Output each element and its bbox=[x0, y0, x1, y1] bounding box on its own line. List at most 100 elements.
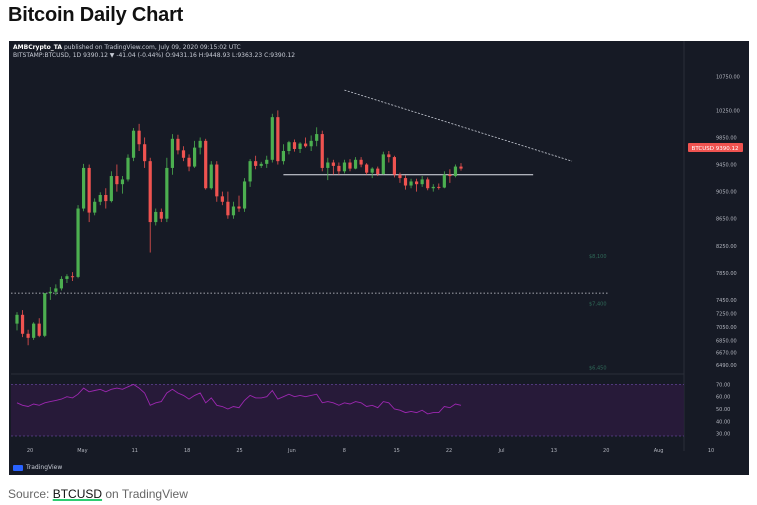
candle-body bbox=[309, 140, 313, 147]
candle-body bbox=[170, 138, 174, 168]
candle-body bbox=[376, 168, 380, 175]
candle-body bbox=[398, 174, 402, 179]
x-tick-label: 22 bbox=[446, 448, 452, 454]
candle-body bbox=[431, 186, 435, 189]
price-level-label: $8,100 bbox=[589, 254, 607, 260]
candle-body bbox=[65, 276, 69, 279]
x-tick-label: 10 bbox=[708, 448, 714, 454]
source-prefix: Source: bbox=[8, 487, 53, 501]
time-axis: 20 May 11 18 25 Jun 8 15 22 Jul 13 20 Aug 10 bbox=[27, 448, 714, 454]
publish-info: published on TradingView.com, July 09, 2… bbox=[62, 44, 241, 51]
source-link[interactable]: BTCUSD bbox=[52, 487, 103, 501]
rsi-tick-label: 40.00 bbox=[716, 419, 730, 425]
candle-body bbox=[254, 161, 258, 166]
candle-body bbox=[15, 314, 19, 324]
candle-body bbox=[226, 201, 230, 216]
candle-body bbox=[32, 323, 36, 338]
candle-body bbox=[165, 167, 169, 219]
tradingview-watermark[interactable]: TradingView bbox=[13, 464, 62, 471]
x-tick-label: Jun bbox=[287, 448, 296, 454]
candle-body bbox=[98, 195, 102, 202]
price-level-label: $7,400 bbox=[589, 301, 607, 307]
candle-body bbox=[82, 167, 86, 209]
tradingview-logo-icon bbox=[13, 464, 23, 471]
chart-author-line: AMBCrypto_TA published on TradingView.co… bbox=[13, 44, 241, 51]
candle-body bbox=[331, 162, 335, 166]
price-chart-svg[interactable]: $8,100 $7,400 $6,450 10750.00 10250.00 9850.… bbox=[9, 41, 749, 475]
candle-body bbox=[337, 165, 341, 172]
y-tick-label: 7850.00 bbox=[716, 271, 737, 277]
x-tick-label: 15 bbox=[394, 448, 400, 454]
candle-body bbox=[265, 159, 269, 164]
candle-body bbox=[176, 138, 180, 151]
candle-body bbox=[304, 143, 308, 147]
y-tick-label: 7050.00 bbox=[716, 325, 737, 331]
candle-body bbox=[115, 176, 119, 185]
x-tick-label: Jul bbox=[497, 448, 504, 454]
candle-body bbox=[59, 278, 63, 289]
candle-body bbox=[420, 179, 424, 185]
candle-body bbox=[320, 134, 324, 168]
candle-body bbox=[381, 154, 385, 175]
source-line: Source: BTCUSD on TradingView bbox=[8, 487, 188, 501]
candle-body bbox=[237, 206, 241, 209]
candle-body bbox=[215, 164, 219, 197]
y-tick-label: 10250.00 bbox=[716, 108, 740, 114]
price-tag-text: BTCUSD 9390.12 bbox=[692, 146, 739, 152]
x-tick-label: 13 bbox=[551, 448, 557, 454]
candle-body bbox=[143, 144, 147, 162]
y-tick-label: 8250.00 bbox=[716, 244, 737, 250]
candle-body bbox=[109, 176, 113, 202]
candle-body bbox=[342, 162, 347, 172]
candle-body bbox=[287, 142, 291, 151]
x-tick-label: 8 bbox=[343, 448, 346, 454]
candle-body bbox=[270, 117, 274, 160]
rsi-tick-label: 70.00 bbox=[716, 382, 730, 388]
source-suffix: on TradingView bbox=[102, 487, 188, 501]
candle-body bbox=[43, 293, 47, 336]
rsi-tick-label: 60.00 bbox=[716, 395, 730, 401]
candle-body bbox=[181, 150, 186, 158]
rsi-line bbox=[16, 383, 462, 415]
candle-body bbox=[159, 211, 163, 219]
watermark-text: TradingView bbox=[26, 464, 63, 471]
candle-body bbox=[126, 157, 130, 180]
candle-body bbox=[198, 140, 202, 148]
y-tick-label: 6670.00 bbox=[716, 351, 737, 357]
candle-body bbox=[131, 130, 136, 158]
candle-body bbox=[259, 163, 263, 166]
y-tick-label: 9850.00 bbox=[716, 135, 737, 141]
candle-body bbox=[231, 206, 236, 216]
candle-body bbox=[348, 162, 352, 169]
candle-body bbox=[459, 166, 463, 169]
rsi-band bbox=[11, 384, 684, 436]
price-axis: 10750.00 10250.00 9850.00 9450.00 9050.00 865… bbox=[716, 75, 740, 438]
candle-body bbox=[437, 186, 441, 188]
candle-body bbox=[204, 140, 208, 189]
author-name[interactable]: AMBCrypto_TA bbox=[13, 44, 63, 51]
candle-body bbox=[448, 174, 452, 177]
rsi-panel bbox=[11, 383, 684, 437]
candle-body bbox=[148, 161, 152, 223]
y-tick-label: 8650.00 bbox=[716, 217, 737, 223]
candle-body bbox=[87, 167, 91, 213]
chart-frame[interactable]: AMBCrypto_TA published on TradingView.co… bbox=[9, 41, 749, 475]
x-tick-label: Aug bbox=[654, 448, 664, 454]
candle-body bbox=[193, 147, 197, 167]
candle-body bbox=[392, 157, 396, 175]
x-tick-label: 20 bbox=[603, 448, 609, 454]
candle-body bbox=[281, 151, 285, 162]
candle-body bbox=[409, 181, 413, 186]
rsi-tick-label: 30.00 bbox=[716, 432, 730, 438]
candle-body bbox=[20, 314, 25, 334]
candle-body bbox=[242, 181, 247, 209]
candle-body bbox=[403, 178, 408, 186]
candle-body bbox=[76, 208, 80, 277]
candle-body bbox=[387, 154, 391, 158]
candle-body bbox=[365, 164, 369, 173]
x-tick-label: 11 bbox=[132, 448, 138, 454]
price-level-label: $6,450 bbox=[589, 366, 607, 372]
candles bbox=[15, 110, 463, 346]
y-tick-label: 10750.00 bbox=[716, 75, 740, 81]
y-tick-label: 7250.00 bbox=[716, 311, 737, 317]
